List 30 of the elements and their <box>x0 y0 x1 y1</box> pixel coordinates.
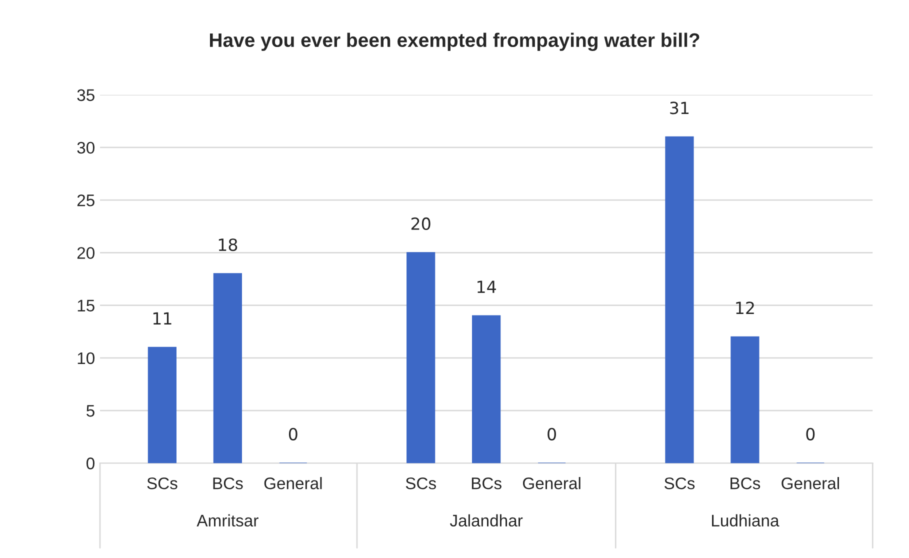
data-label: 12 <box>736 302 754 314</box>
x-tick-label: SCs <box>664 477 695 490</box>
data-label: 18 <box>218 238 238 252</box>
x-tick-label: BCs <box>730 477 760 490</box>
x-tick-label: General <box>522 477 580 490</box>
text: Jalandhar <box>450 514 523 527</box>
y-tick-label: 5 <box>86 405 94 417</box>
data-label: 0 <box>288 428 298 440</box>
x-tick-label: SCs <box>406 477 436 490</box>
data-label: 20 <box>411 217 430 230</box>
data-label: 0 <box>548 428 556 440</box>
x-tick-label: BCs <box>213 477 243 490</box>
x-tick-label: General <box>782 477 839 490</box>
y-tick-label: 20 <box>77 247 94 259</box>
y-tick-label: 15 <box>78 300 94 312</box>
x-tick-label: BCs <box>472 477 502 490</box>
data-label: 0 <box>806 428 815 440</box>
data-label: 11 <box>153 312 172 324</box>
data-label: 14 <box>478 280 496 293</box>
x-tick-label: General <box>264 477 322 490</box>
text: Amritsar <box>196 514 258 527</box>
y-tick-label: 0 <box>86 458 94 470</box>
chart-title: Have you ever been exempted frompaying water bill? <box>210 32 700 51</box>
text: Ludhiana <box>712 514 780 527</box>
data-label: 31 <box>670 102 689 114</box>
y-tick-label: 30 <box>77 142 94 154</box>
y-tick-label: 25 <box>77 194 94 206</box>
y-tick-label: 10 <box>78 352 94 364</box>
y-tick-label: 35 <box>77 89 94 102</box>
x-tick-label: SCs <box>147 477 178 490</box>
